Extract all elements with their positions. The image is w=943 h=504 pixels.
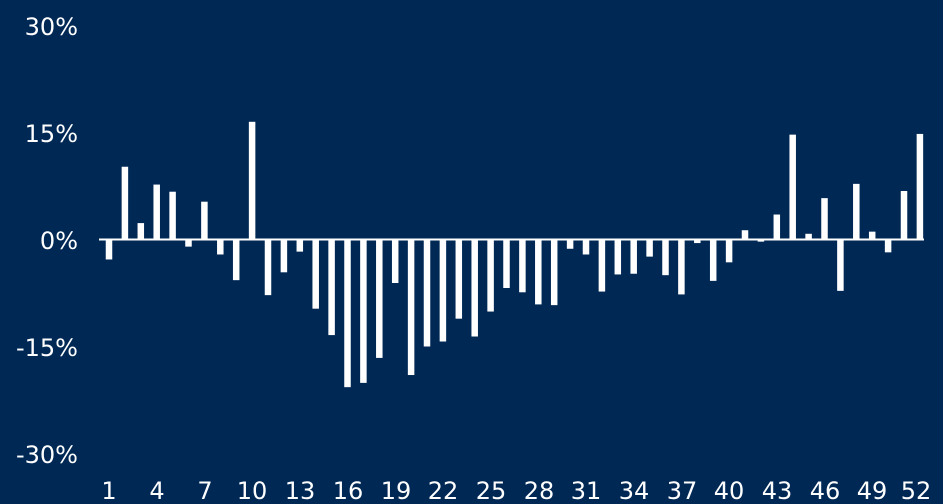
bars-group	[105, 121, 924, 388]
bar-week-33	[614, 239, 622, 275]
x-tick-label: 34	[619, 477, 650, 504]
bar-week-45	[805, 233, 812, 240]
bar-week-36	[662, 239, 669, 276]
bar-week-42	[757, 239, 765, 242]
x-tick-label: 43	[762, 477, 793, 504]
bar-week-11	[264, 239, 272, 296]
x-tick-label: 46	[810, 477, 841, 504]
bar-week-37	[678, 239, 685, 295]
bar-week-46	[821, 198, 828, 240]
bar-week-17	[360, 239, 367, 383]
bar-week-51	[900, 190, 908, 240]
bar-week-26	[503, 239, 510, 289]
x-tick-label: 4	[149, 477, 164, 504]
bar-week-32	[598, 239, 606, 292]
x-tick-label: 28	[524, 477, 555, 504]
bar-week-25	[487, 239, 494, 312]
bar-week-5	[169, 191, 176, 240]
bar-week-21	[423, 239, 431, 347]
bar-week-18	[376, 239, 383, 358]
bar-week-41	[741, 230, 749, 240]
bar-week-7	[201, 201, 208, 240]
x-tick-label: 25	[476, 477, 507, 504]
bar-week-30	[566, 239, 574, 249]
bar-week-19	[391, 239, 399, 284]
bar-week-14	[312, 239, 319, 309]
bar-week-43	[773, 214, 781, 240]
bar-week-29	[550, 239, 558, 306]
bar-week-31	[582, 239, 590, 255]
y-tick-label: 15%	[25, 120, 78, 148]
x-tick-label: 19	[381, 477, 412, 504]
y-tick-label: 30%	[25, 13, 78, 41]
bar-week-3	[137, 223, 145, 240]
bar-week-23	[455, 239, 463, 319]
bar-week-27	[519, 239, 526, 293]
bar-week-28	[535, 239, 542, 305]
bar-week-22	[439, 239, 447, 342]
x-tick-label: 13	[285, 477, 316, 504]
bar-week-35	[646, 239, 653, 257]
bar-week-48	[853, 183, 860, 240]
bar-week-9	[232, 239, 240, 281]
x-tick-label: 49	[857, 477, 888, 504]
y-tick-label: -15%	[16, 334, 78, 362]
y-tick-label: -30%	[16, 441, 78, 469]
bar-week-34	[630, 239, 637, 274]
x-tick-label: 10	[237, 477, 268, 504]
bar-week-13	[296, 239, 304, 252]
bar-week-38	[694, 239, 701, 244]
x-tick-label: 40	[714, 477, 745, 504]
x-tick-label: 37	[667, 477, 698, 504]
x-tick-label: 16	[333, 477, 364, 504]
bar-week-1	[105, 239, 113, 260]
bar-week-24	[471, 239, 478, 337]
bar-week-12	[280, 239, 288, 273]
bar-week-20	[407, 239, 415, 376]
bar-week-6	[185, 239, 192, 247]
bar-week-16	[344, 239, 351, 388]
bar-week-10	[248, 121, 256, 240]
bar-week-15	[328, 239, 335, 336]
x-tick-label: 52	[901, 477, 932, 504]
bar-week-4	[153, 184, 160, 240]
bar-week-40	[725, 239, 733, 263]
x-tick-label: 31	[571, 477, 602, 504]
bar-week-2	[121, 166, 129, 240]
x-tick-label: 7	[197, 477, 212, 504]
bar-week-50	[884, 239, 892, 253]
bar-week-47	[837, 239, 844, 291]
bar-week-52	[916, 133, 924, 240]
y-tick-label: 0%	[40, 227, 78, 255]
bar-week-8	[217, 239, 224, 255]
x-tick-label: 22	[428, 477, 459, 504]
x-tick-label: 1	[101, 477, 116, 504]
bar-week-39	[709, 239, 717, 281]
bar-week-44	[789, 134, 796, 240]
bar-week-49	[868, 231, 876, 240]
